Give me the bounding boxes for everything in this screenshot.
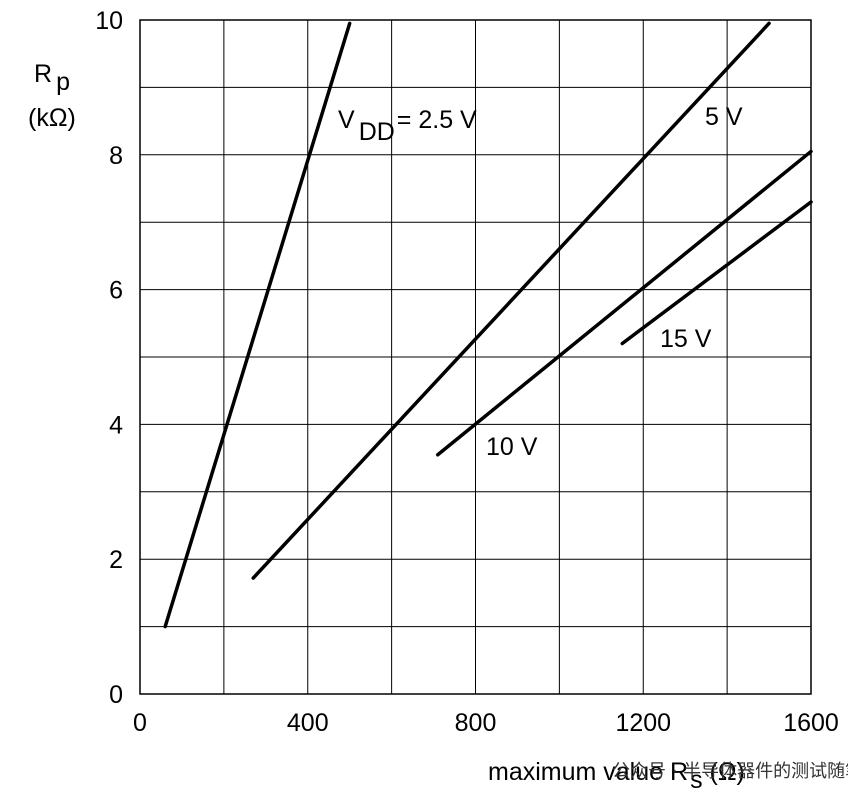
- x-tick-labels: 0 400 800 1200 1600: [133, 709, 839, 737]
- series-label-15v: 15 V: [660, 325, 712, 353]
- y-tick-label: 2: [109, 546, 123, 574]
- y-tick-label: 8: [109, 142, 123, 170]
- y-tick-label: 6: [109, 277, 123, 305]
- x-tick-label: 0: [133, 709, 147, 737]
- y-axis-unit: (kΩ): [28, 104, 76, 132]
- x-axis-label: maximum value Rs (Ω): [488, 758, 745, 794]
- series-label-2-5v: V DD= 2.5 V: [338, 106, 477, 146]
- x-tick-label: 800: [455, 709, 497, 737]
- y-tick-labels: 0 2 4 6 8 10: [95, 7, 123, 709]
- series-line-1: [251, 21, 771, 580]
- watermark-text: 公众号 · 半导体器件的测试随笔: [612, 761, 848, 782]
- y-tick-label: 0: [109, 681, 123, 709]
- y-tick-label: 10: [95, 7, 123, 35]
- plot-frame: [139, 19, 812, 695]
- series-line-0: [163, 21, 352, 629]
- x-tick-label: 1200: [615, 709, 671, 737]
- series-label-5v: 5 V: [705, 103, 743, 131]
- x-tick-label: 1600: [783, 709, 839, 737]
- y-tick-label: 4: [109, 411, 123, 439]
- series-label-10v: 10 V: [486, 433, 538, 461]
- series-line-3: [620, 200, 813, 346]
- x-tick-label: 400: [287, 709, 329, 737]
- series-lines: [163, 21, 813, 629]
- series-line-2: [436, 149, 813, 457]
